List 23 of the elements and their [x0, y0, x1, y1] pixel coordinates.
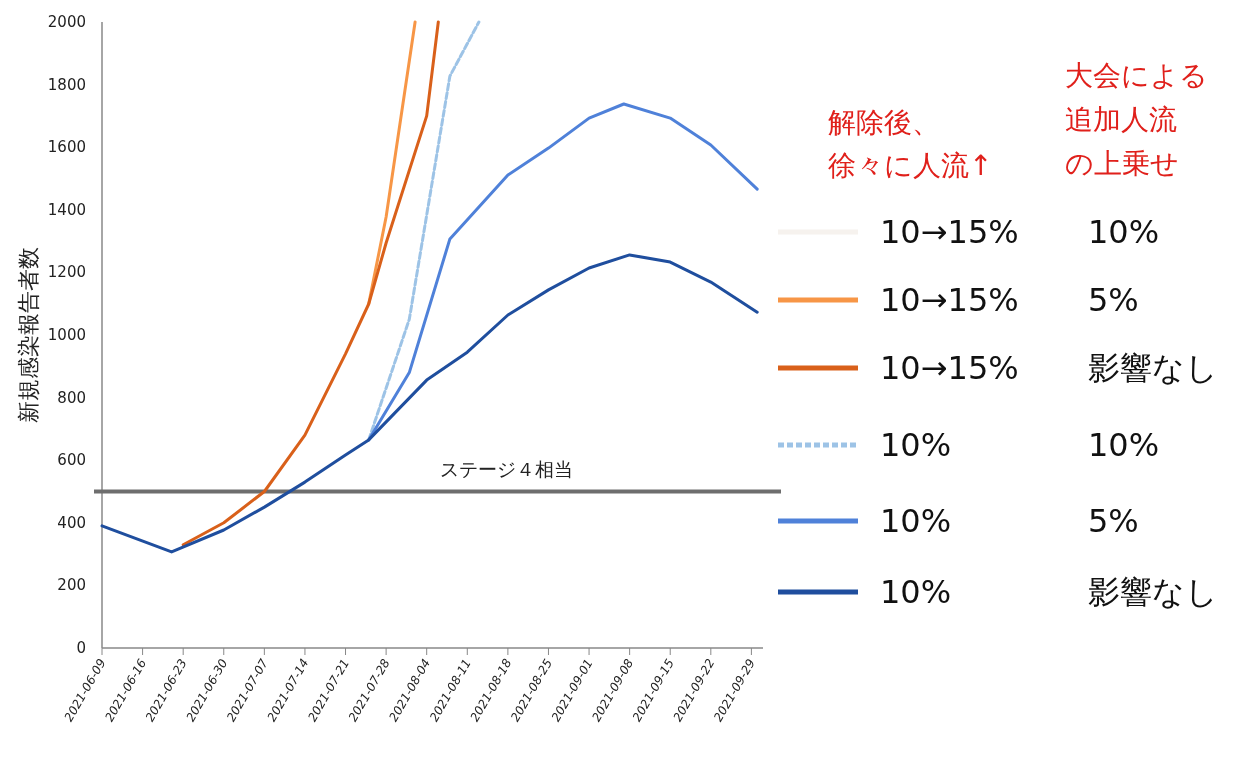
- ytick: 400: [57, 513, 86, 532]
- ytick: 1600: [47, 138, 86, 157]
- text: 大会による: [1065, 59, 1208, 92]
- legend-title: 解除後、徐々に人流↑: [828, 106, 993, 182]
- text: 10→15% 影響なし: [880, 349, 1218, 387]
- ytick: 1200: [47, 263, 86, 282]
- ref-line-label: ステージ４相当: [440, 457, 573, 480]
- text: 追加人流: [1065, 103, 1177, 136]
- text: の上乗せ: [1065, 147, 1179, 180]
- y-axis-title: 新規感染報告者数: [16, 247, 41, 423]
- ytick: 2000: [47, 13, 86, 31]
- text: 10→15% 10%: [880, 213, 1160, 251]
- text: 10→15% 5%: [880, 281, 1139, 319]
- ytick: 600: [57, 451, 86, 470]
- text: 10% 10%: [880, 426, 1160, 464]
- ytick: 1800: [47, 75, 86, 94]
- text: 10% 5%: [880, 502, 1139, 540]
- ytick: 800: [57, 388, 86, 407]
- ytick: 1000: [47, 326, 86, 344]
- text: 10% 影響なし: [880, 573, 1218, 611]
- ytick: 1400: [47, 200, 86, 219]
- ytick: 0: [76, 639, 86, 657]
- ytick: 200: [57, 576, 86, 595]
